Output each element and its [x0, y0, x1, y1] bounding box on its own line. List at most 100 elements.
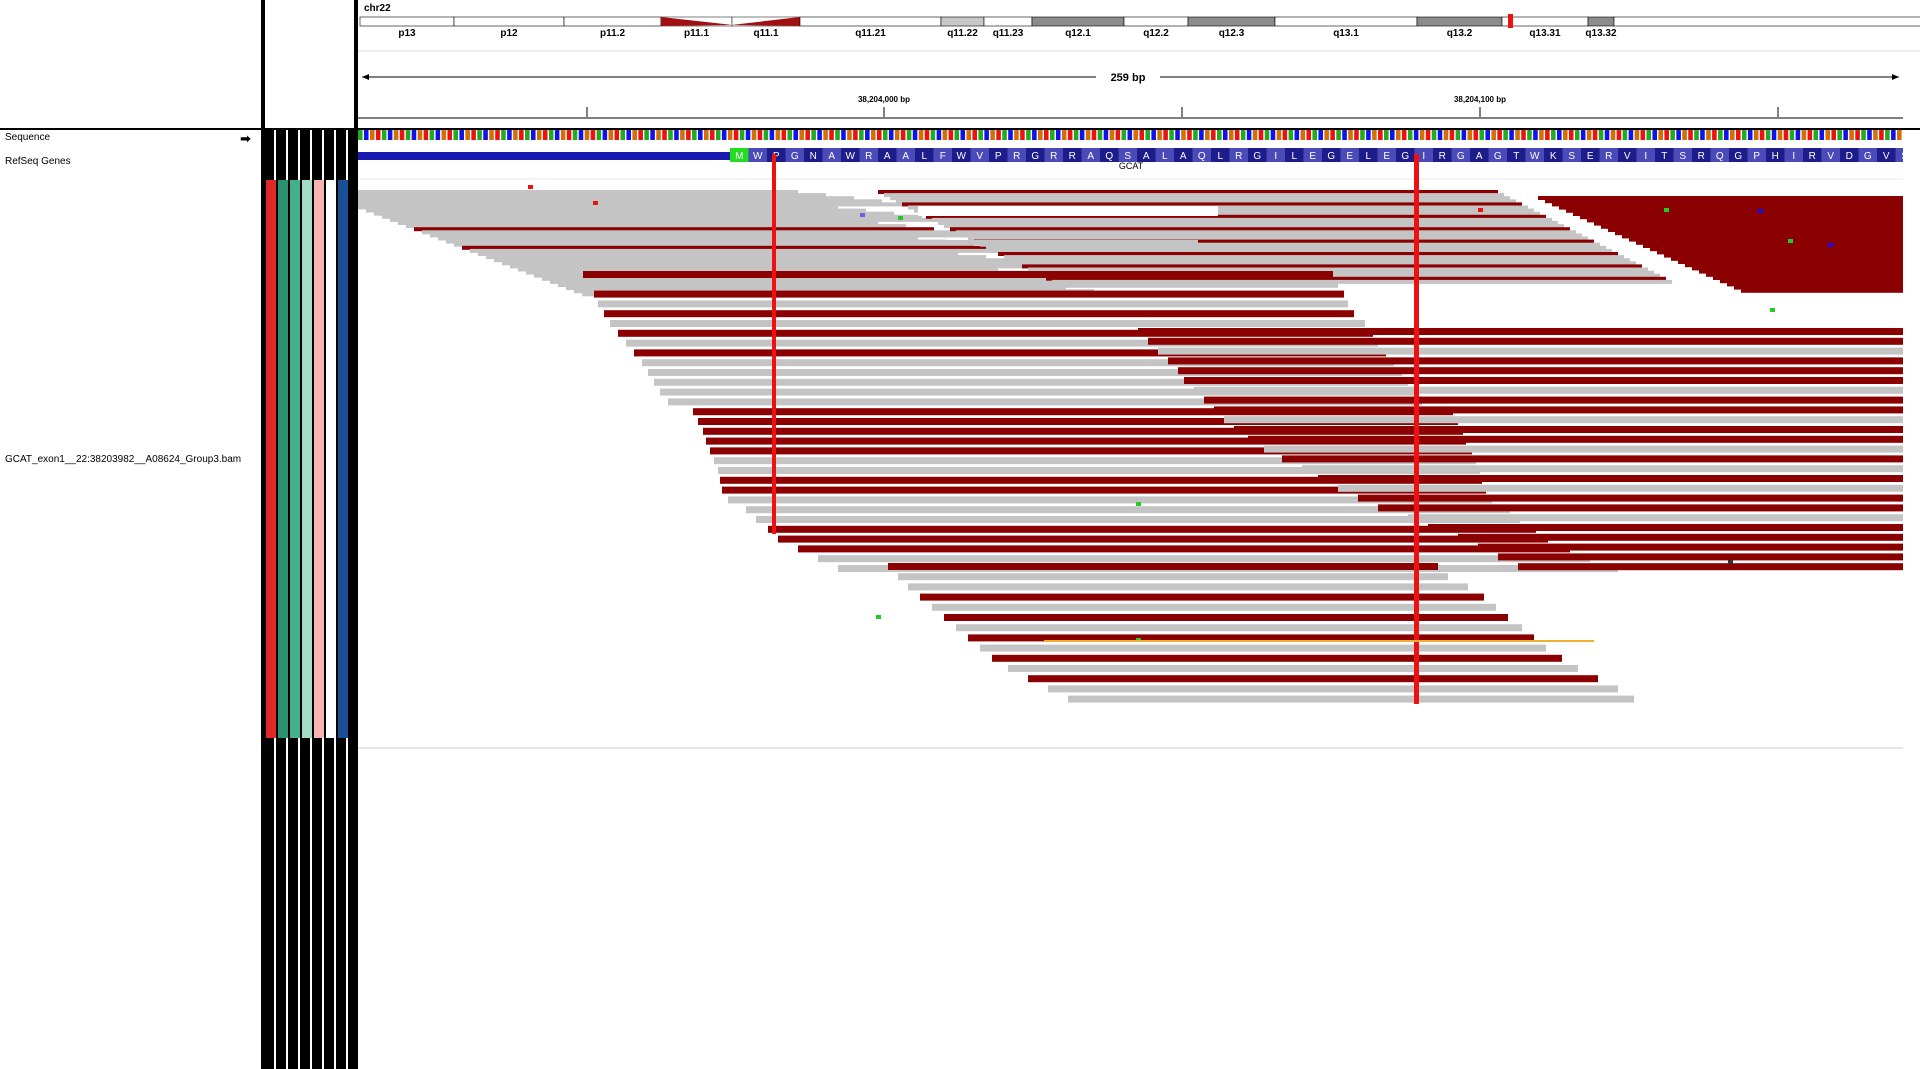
- read[interactable]: [956, 230, 1576, 235]
- read[interactable]: [1408, 514, 1903, 522]
- read[interactable]: [1028, 267, 1648, 272]
- read[interactable]: [518, 267, 998, 272]
- read[interactable]: [430, 233, 990, 238]
- read[interactable]: [1068, 695, 1634, 703]
- read[interactable]: [778, 535, 1548, 543]
- bam-track-name[interactable]: GCAT_exon1__22:38203982__A08624_Group3.b…: [5, 454, 242, 465]
- ideogram-ruler[interactable]: chr22 p13 p12 p11.2 p11.1 q11.1 q11.21 q11.22 q…: [358, 0, 1920, 128]
- read[interactable]: [896, 199, 1516, 204]
- read[interactable]: [1713, 276, 1903, 280]
- read[interactable]: [944, 614, 1508, 621]
- read[interactable]: [1538, 196, 1903, 200]
- read[interactable]: [698, 240, 1198, 245]
- read[interactable]: [980, 644, 1546, 652]
- read[interactable]: [1458, 533, 1903, 541]
- attribute-cell[interactable]: [278, 180, 288, 738]
- read[interactable]: [1048, 685, 1618, 693]
- read[interactable]: [932, 603, 1496, 611]
- read[interactable]: [693, 408, 1453, 416]
- read[interactable]: [668, 398, 1422, 406]
- read[interactable]: [974, 239, 1594, 244]
- read[interactable]: [1158, 347, 1903, 355]
- read[interactable]: [968, 634, 1534, 642]
- read[interactable]: [618, 329, 1373, 337]
- read[interactable]: [1046, 276, 1666, 281]
- read[interactable]: [1022, 264, 1642, 269]
- read[interactable]: [1692, 266, 1903, 271]
- read[interactable]: [1636, 240, 1903, 245]
- read[interactable]: [598, 300, 1348, 308]
- read[interactable]: [1248, 435, 1903, 443]
- read[interactable]: [728, 496, 1492, 504]
- read[interactable]: [798, 545, 1570, 553]
- read[interactable]: [542, 276, 1082, 281]
- read[interactable]: [438, 236, 918, 241]
- read[interactable]: [1234, 426, 1903, 433]
- read[interactable]: [1214, 406, 1903, 414]
- read[interactable]: [422, 230, 962, 235]
- read[interactable]: [1358, 494, 1903, 502]
- read[interactable]: [1204, 396, 1903, 404]
- read[interactable]: [358, 205, 838, 210]
- refseq-track-name[interactable]: RefSeq Genes: [5, 156, 71, 167]
- read[interactable]: [698, 418, 1458, 425]
- attribute-panel-divider[interactable]: [355, 0, 358, 1069]
- read[interactable]: [1034, 270, 1654, 275]
- read[interactable]: [1685, 263, 1903, 268]
- read[interactable]: [398, 221, 878, 225]
- attribute-cell[interactable]: [326, 180, 336, 738]
- read[interactable]: [634, 349, 1386, 357]
- read[interactable]: [926, 214, 1546, 219]
- attribute-cell[interactable]: [338, 180, 348, 738]
- read[interactable]: [358, 193, 826, 198]
- read[interactable]: [486, 255, 986, 260]
- read[interactable]: [642, 359, 1394, 367]
- read[interactable]: [980, 242, 1600, 247]
- read[interactable]: [1573, 212, 1903, 216]
- read[interactable]: [1052, 279, 1672, 284]
- read[interactable]: [710, 447, 1472, 455]
- read[interactable]: [588, 280, 1338, 288]
- read[interactable]: [902, 202, 1522, 207]
- read[interactable]: [986, 245, 1606, 250]
- read[interactable]: [1622, 234, 1903, 239]
- read[interactable]: [648, 369, 1402, 376]
- read[interactable]: [1559, 205, 1903, 210]
- sequence-track-name[interactable]: Sequence: [5, 132, 51, 143]
- variant-column-1[interactable]: [772, 154, 776, 534]
- read[interactable]: [1580, 215, 1903, 220]
- read[interactable]: [358, 190, 798, 194]
- attribute-cell[interactable]: [290, 180, 300, 738]
- read[interactable]: [1664, 253, 1903, 258]
- read[interactable]: [944, 224, 1564, 229]
- read[interactable]: [1224, 416, 1903, 424]
- read[interactable]: [938, 221, 1558, 225]
- read[interactable]: [1601, 224, 1903, 229]
- strand-arrow-icon[interactable]: ➡: [240, 131, 251, 146]
- read[interactable]: [1587, 218, 1903, 223]
- read[interactable]: [1168, 357, 1903, 365]
- read[interactable]: [1264, 445, 1903, 453]
- read[interactable]: [1148, 337, 1903, 345]
- read[interactable]: [962, 233, 1582, 238]
- read[interactable]: [932, 217, 1552, 222]
- read[interactable]: [920, 593, 1484, 601]
- read[interactable]: [1699, 269, 1903, 274]
- read[interactable]: [998, 252, 1618, 256]
- read[interactable]: [1545, 199, 1903, 204]
- variant-column-2[interactable]: [1414, 154, 1419, 704]
- read[interactable]: [1552, 202, 1903, 207]
- read[interactable]: [1671, 256, 1903, 261]
- read[interactable]: [1338, 484, 1903, 492]
- read[interactable]: [382, 214, 922, 219]
- read[interactable]: [950, 227, 1570, 232]
- read[interactable]: [390, 217, 950, 222]
- read[interactable]: [884, 193, 1504, 198]
- read[interactable]: [583, 271, 1333, 278]
- read[interactable]: [1428, 524, 1903, 531]
- read[interactable]: [358, 196, 854, 201]
- read[interactable]: [1028, 675, 1598, 683]
- read[interactable]: [358, 199, 882, 204]
- read[interactable]: [1040, 273, 1660, 278]
- read[interactable]: [1734, 285, 1903, 290]
